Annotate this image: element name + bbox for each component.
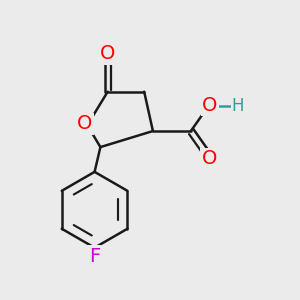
Text: O: O bbox=[202, 96, 218, 115]
Text: F: F bbox=[89, 247, 100, 266]
Text: O: O bbox=[77, 114, 92, 133]
Text: O: O bbox=[100, 44, 116, 63]
Text: H: H bbox=[232, 97, 244, 115]
Text: O: O bbox=[202, 149, 217, 168]
